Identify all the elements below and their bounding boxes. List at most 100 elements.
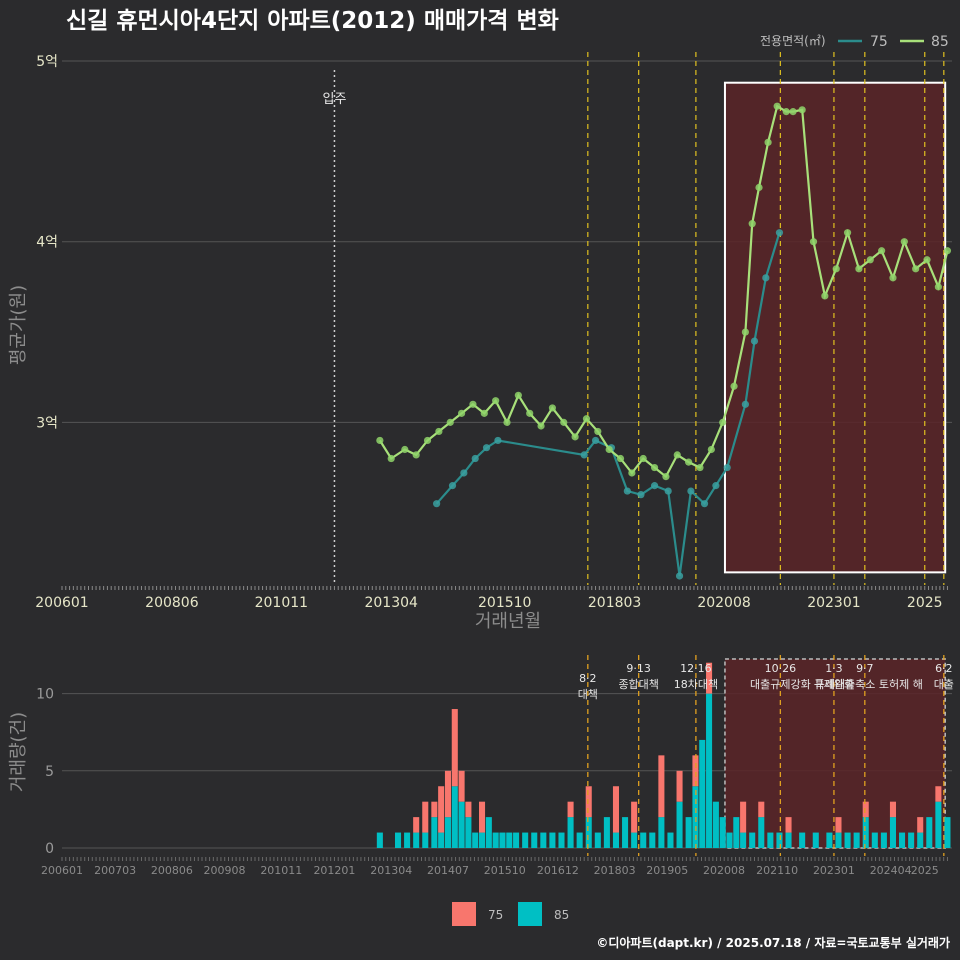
data-point-75 bbox=[482, 444, 491, 452]
x-tick-label: 202008 bbox=[697, 595, 750, 611]
data-point-85 bbox=[435, 427, 443, 436]
policy-date-label: 1·3 bbox=[825, 662, 843, 675]
volume-bar-85 bbox=[485, 817, 492, 848]
volume-bar-85 bbox=[658, 817, 665, 848]
volume-bar-75 bbox=[692, 755, 699, 787]
volume-bar-85 bbox=[889, 817, 896, 848]
volume-bar-85 bbox=[862, 817, 869, 848]
volume-bar-85 bbox=[622, 817, 629, 848]
volume-bar-85 bbox=[640, 832, 647, 848]
data-point-85 bbox=[387, 454, 395, 463]
bar-legend-75-swatch bbox=[452, 902, 476, 926]
bar-legend-75-label: 75 bbox=[488, 908, 503, 922]
volume-bar-85 bbox=[576, 832, 583, 848]
data-point-85 bbox=[548, 404, 557, 412]
volume-x-tick-label: 200703 bbox=[94, 864, 136, 877]
volume-bar-85 bbox=[631, 832, 638, 848]
volume-bar-85 bbox=[451, 786, 458, 848]
volume-bar-85 bbox=[676, 801, 683, 848]
volume-bar-85 bbox=[726, 832, 733, 848]
data-point-75 bbox=[741, 400, 749, 408]
volume-bar-85 bbox=[785, 832, 792, 848]
data-point-75 bbox=[448, 482, 457, 490]
footer-credit: ©디아파트(dapt.kr) / 2025.07.18 / 자료=국토교통부 실… bbox=[596, 935, 950, 950]
volume-bar-75 bbox=[451, 709, 458, 787]
policy-name-label: 특례대출축소 토허제 해 bbox=[815, 677, 923, 691]
volume-bar-75 bbox=[758, 801, 765, 818]
volume-bar-85 bbox=[431, 817, 438, 848]
data-point-85 bbox=[537, 422, 545, 430]
volume-chart-panel: 0 5 10 8·2 대책 9·13 종합대책 12·16 18차대책 10·26 대출규제강화 1·… bbox=[36, 655, 954, 877]
data-point-85 bbox=[696, 463, 704, 472]
policy-name-label: 18차대책 bbox=[674, 678, 718, 691]
policy-date-label: 12·16 bbox=[680, 662, 712, 675]
volume-bar-75 bbox=[785, 817, 792, 833]
policy-date-label: 9·13 bbox=[626, 662, 651, 675]
volume-bar-85 bbox=[667, 832, 674, 848]
data-point-75 bbox=[675, 572, 684, 580]
volume-bar-85 bbox=[478, 832, 486, 848]
volume-x-tick-label: 201011 bbox=[260, 864, 302, 877]
data-point-75 bbox=[471, 454, 479, 463]
policy-name-label: 규제완화 bbox=[814, 678, 854, 691]
data-point-85 bbox=[616, 454, 625, 463]
volume-bar-75 bbox=[740, 801, 747, 833]
policy-date-label: 6·2 bbox=[935, 662, 953, 675]
volume-bar-85 bbox=[835, 832, 842, 848]
data-point-75 bbox=[433, 500, 441, 508]
volume-bar-85 bbox=[540, 832, 547, 848]
volume-x-tick-label: 201407 bbox=[427, 864, 469, 877]
volume-bar-75 bbox=[585, 786, 592, 818]
data-point-85 bbox=[741, 328, 749, 336]
policy-date-label: 9·7 bbox=[856, 662, 874, 675]
volume-bar-75 bbox=[458, 770, 465, 802]
volume-bar-85 bbox=[740, 832, 747, 848]
volume-bar-85 bbox=[749, 832, 756, 848]
volume-bar-75 bbox=[917, 817, 924, 833]
volume-x-tick-label: 200806 bbox=[151, 864, 193, 877]
data-point-75 bbox=[637, 491, 645, 499]
data-point-85 bbox=[423, 436, 432, 445]
x-tick-label: 200806 bbox=[145, 595, 199, 611]
data-point-75 bbox=[650, 482, 659, 490]
x-tick-label: 202301 bbox=[807, 595, 860, 611]
volume-bar-85 bbox=[612, 832, 620, 848]
volume-bar-75 bbox=[612, 786, 620, 833]
data-point-85 bbox=[832, 265, 840, 273]
policy-name-label: 대책 bbox=[578, 688, 598, 701]
data-point-85 bbox=[866, 256, 874, 264]
data-point-85 bbox=[878, 247, 886, 255]
volume-bar-75 bbox=[862, 801, 869, 818]
volume-bar-85 bbox=[719, 817, 726, 848]
volume-bar-85 bbox=[413, 832, 420, 848]
data-point-85 bbox=[571, 433, 579, 441]
data-point-85 bbox=[809, 238, 818, 246]
data-point-85 bbox=[889, 274, 897, 282]
data-point-85 bbox=[376, 436, 384, 445]
data-point-85 bbox=[662, 472, 670, 481]
data-point-85 bbox=[650, 463, 659, 472]
legend-85-label: 85 bbox=[931, 34, 949, 50]
volume-x-tick-label: 202110 bbox=[756, 864, 798, 877]
volume-x-tick-label: 2025 bbox=[911, 864, 939, 877]
volume-bar-85 bbox=[908, 832, 915, 848]
volume-bar-85 bbox=[404, 832, 411, 848]
volume-bar-75 bbox=[465, 801, 472, 818]
data-point-85 bbox=[503, 418, 511, 426]
volume-bar-75 bbox=[835, 817, 842, 833]
highlight-box bbox=[723, 81, 947, 574]
volume-bar-75 bbox=[438, 786, 445, 833]
data-point-85 bbox=[594, 427, 602, 436]
move-in-label: 입주 bbox=[322, 92, 346, 107]
volume-x-tick-label: 200908 bbox=[204, 864, 246, 877]
volume-bar-85 bbox=[685, 817, 692, 848]
y-axis-title: 평균가(원) bbox=[8, 285, 29, 365]
volume-bar-85 bbox=[944, 817, 951, 848]
data-point-85 bbox=[526, 409, 534, 417]
volume-bar-75 bbox=[567, 801, 574, 818]
volume-bar-85 bbox=[853, 832, 860, 848]
data-point-75 bbox=[623, 487, 631, 495]
volume-bar-85 bbox=[926, 817, 933, 848]
